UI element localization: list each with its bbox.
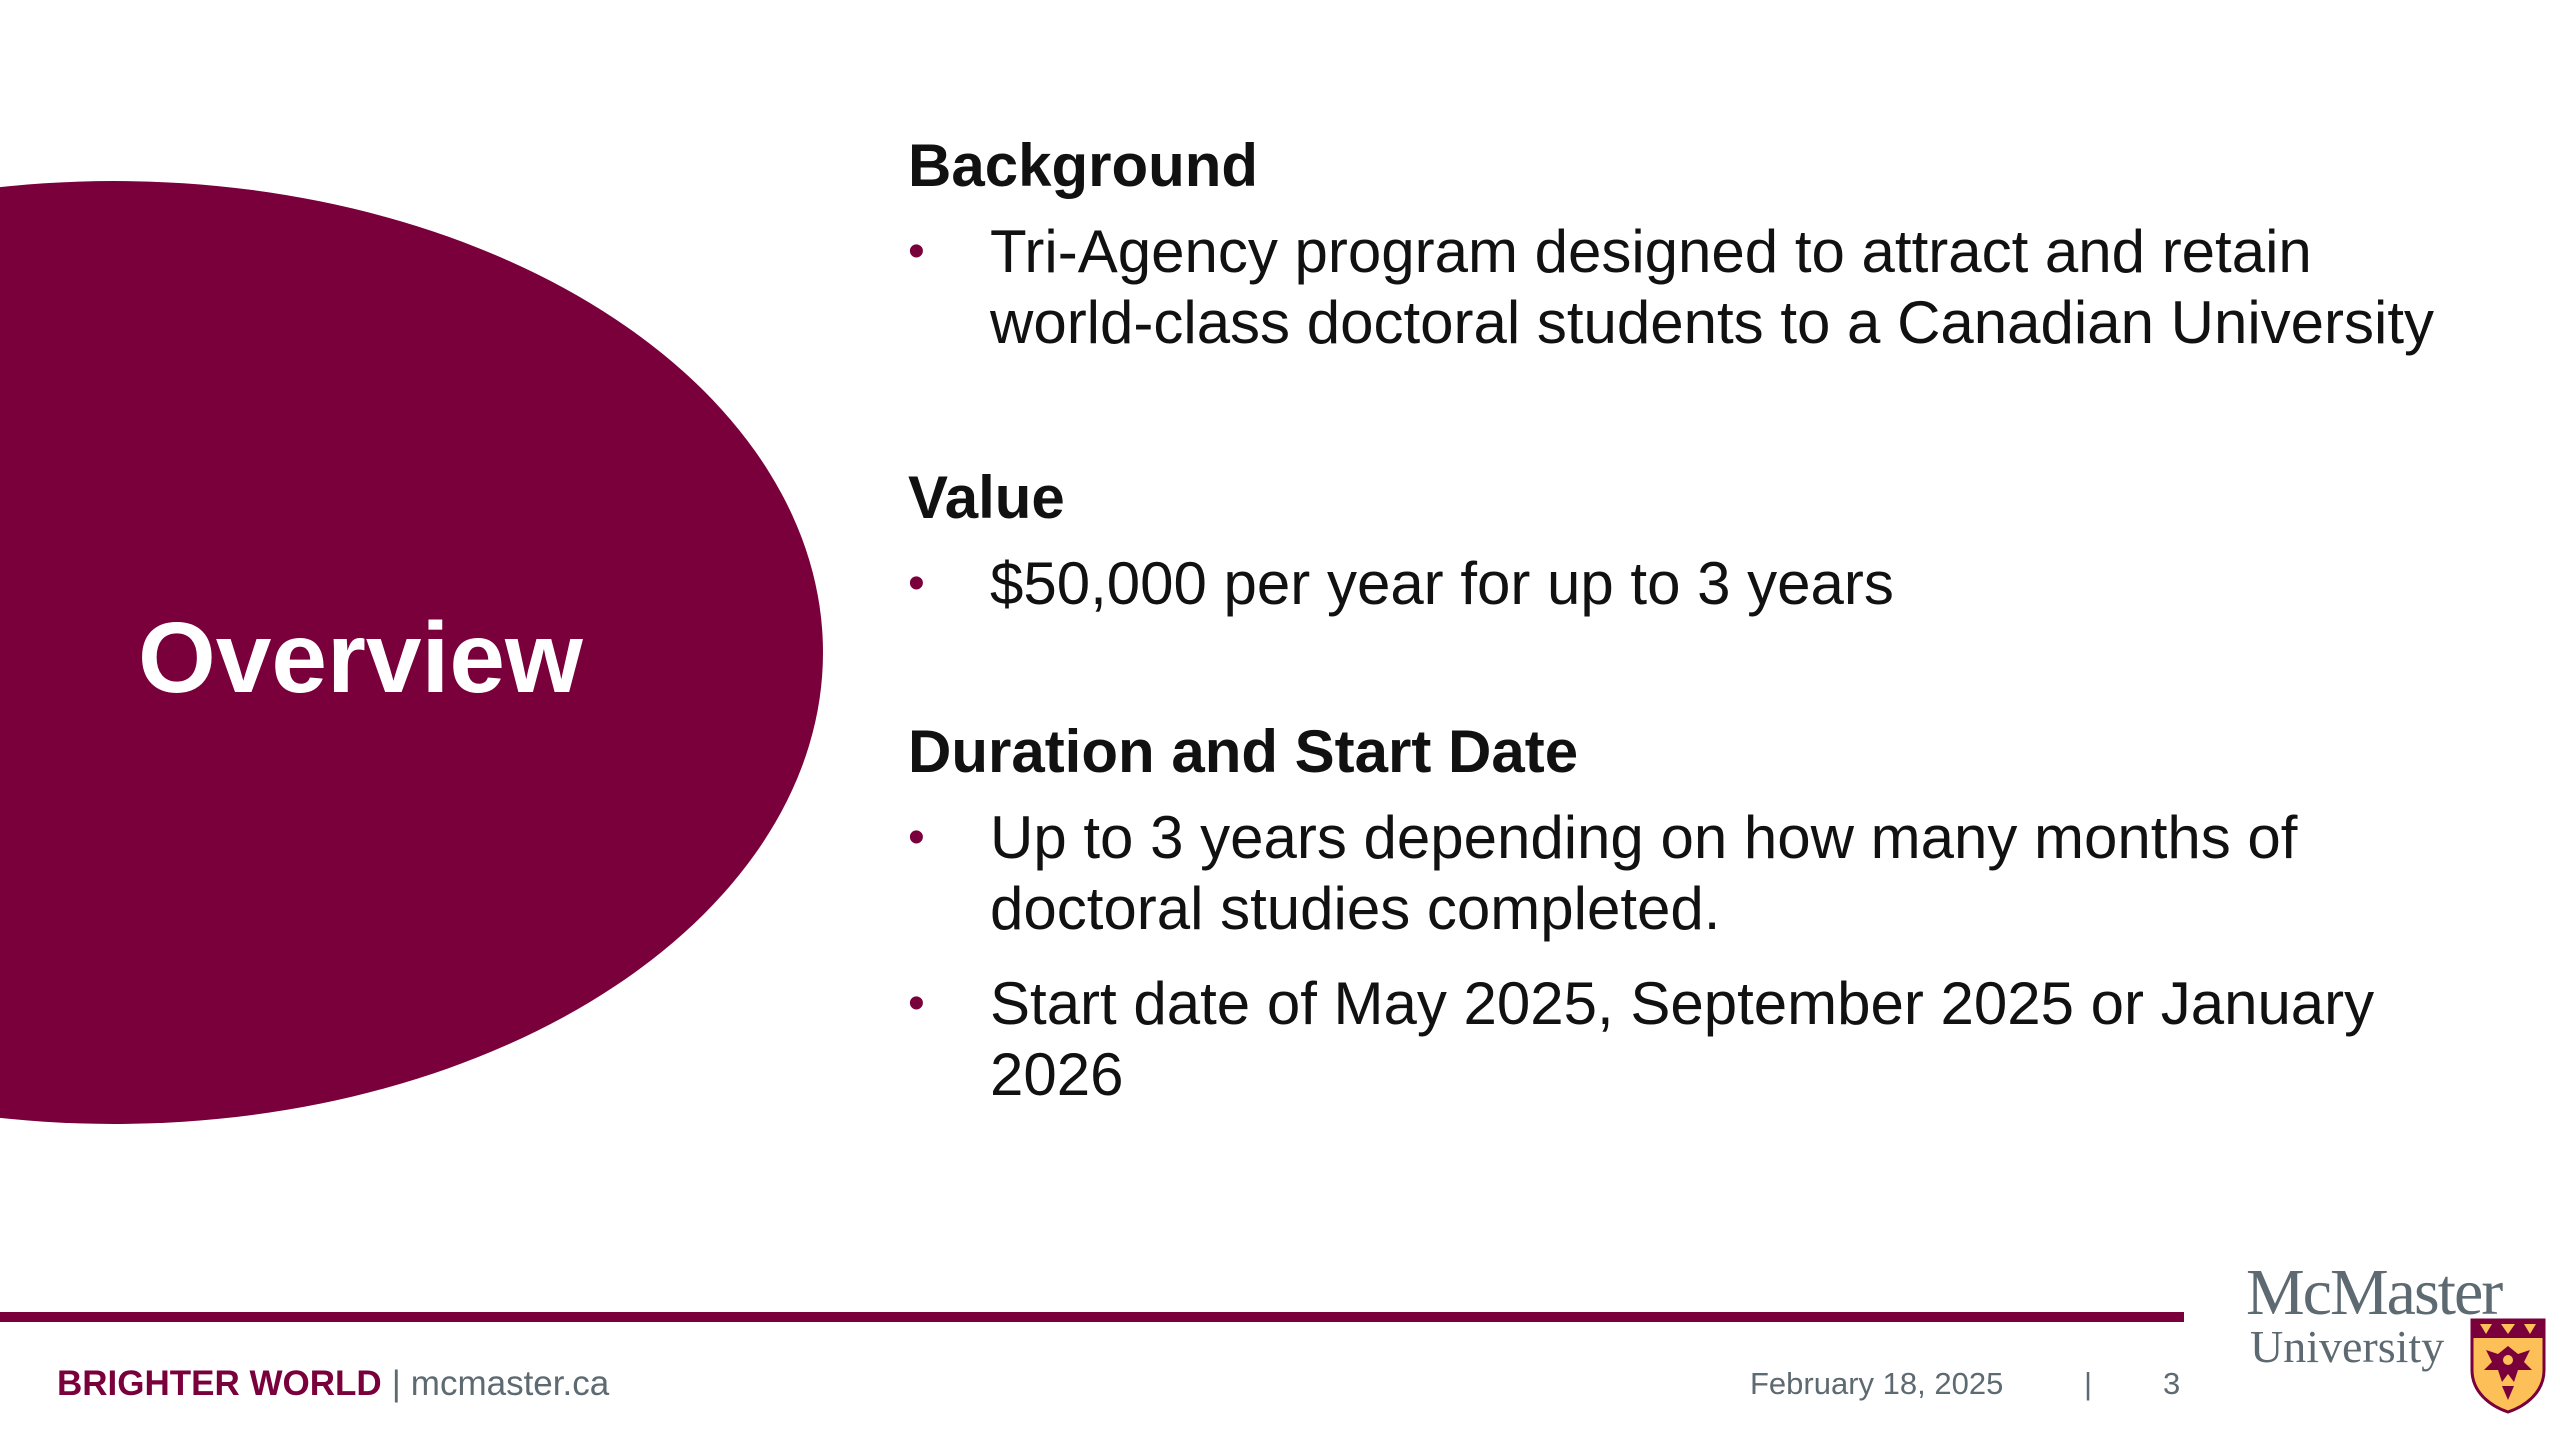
bullet-text: Start date of May 2025, September 2025 o… <box>990 970 2375 1108</box>
bullet-item: • Tri-Agency program designed to attract… <box>908 216 2448 358</box>
bullet-icon: • <box>908 557 925 610</box>
mcmaster-logo: McMaster University <box>2246 1258 2546 1438</box>
footer-date: February 18, 2025 <box>1750 1366 2004 1401</box>
bullet-list: • Up to 3 years depending on how many mo… <box>908 802 2448 1110</box>
logo-wordmark-line2: University <box>2250 1321 2445 1372</box>
footer-page-separator: | <box>2084 1366 2093 1401</box>
section-heading: Background <box>908 132 1259 199</box>
bullet-list: • Tri-Agency program designed to attract… <box>908 216 2448 358</box>
bullet-text: $50,000 per year for up to 3 years <box>990 550 1894 617</box>
page-number: 3 <box>2163 1366 2181 1401</box>
section-heading: Duration and Start Date <box>908 718 1579 785</box>
bullet-item: • Up to 3 years depending on how many mo… <box>908 802 2448 944</box>
bullet-text: Up to 3 years depending on how many mont… <box>990 804 2298 942</box>
logo-wordmark-line1: McMaster <box>2246 1256 2503 1329</box>
slide-title: Overview <box>138 602 583 714</box>
bullet-item: • $50,000 per year for up to 3 years <box>908 548 2448 619</box>
section-value: Value • $50,000 per year for up to 3 yea… <box>908 462 2448 619</box>
bullet-icon: • <box>908 811 925 864</box>
slide-content: Background • Tri-Agency program designed… <box>908 130 2448 1134</box>
footer-divider <box>0 1312 2184 1322</box>
bullet-list: • $50,000 per year for up to 3 years <box>908 548 2448 619</box>
footer-branding: BRIGHTER WORLD | mcmaster.ca <box>57 1362 609 1406</box>
footer-site-link[interactable]: mcmaster.ca <box>410 1364 610 1403</box>
bullet-icon: • <box>908 225 925 278</box>
footer-separator: | <box>391 1364 401 1403</box>
bullet-text: Tri-Agency program designed to attract a… <box>990 218 2435 356</box>
section-background: Background • Tri-Agency program designed… <box>908 130 2448 358</box>
section-duration-start-date: Duration and Start Date • Up to 3 years … <box>908 716 2448 1110</box>
mcmaster-crest-icon <box>2470 1318 2546 1414</box>
bullet-icon: • <box>908 977 925 1030</box>
brand-tagline: BRIGHTER WORLD <box>57 1364 382 1403</box>
section-heading: Value <box>908 464 1065 531</box>
bullet-item: • Start date of May 2025, September 2025… <box>908 968 2448 1110</box>
